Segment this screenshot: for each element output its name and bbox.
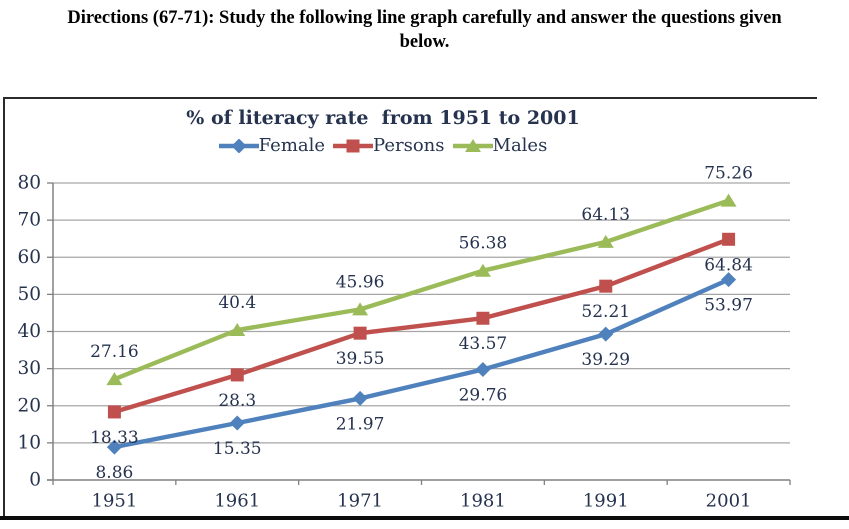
gridlines [53, 182, 790, 444]
y-tick-label: 50 [17, 284, 41, 305]
series-line [113, 237, 730, 415]
legend-label-persons: Persons [373, 135, 445, 156]
data-label: 21.97 [336, 414, 385, 434]
series-line [113, 277, 730, 450]
square-marker-icon [722, 232, 736, 246]
y-tick-label: 70 [17, 210, 41, 231]
y-axis-labels: 0 10 20 30 40 50 60 70 80 [17, 173, 41, 491]
y-tick-label: 20 [17, 395, 41, 416]
line-chart: % of literacy rate from 1951 to 2001 Fem… [3, 97, 817, 516]
square-marker-icon [230, 368, 244, 382]
data-label: 29.76 [459, 386, 508, 406]
y-tick-label: 80 [17, 173, 41, 194]
persons-line-marker-icon [333, 139, 374, 152]
males-line-marker-icon [452, 138, 493, 152]
axes [47, 182, 791, 485]
directions-heading: Directions (67-71): Study the following … [0, 6, 849, 54]
x-tick-label: 1971 [337, 491, 383, 512]
triangle-marker-icon [229, 323, 246, 337]
data-label: 28.3 [218, 391, 256, 411]
data-label: 45.96 [336, 272, 385, 292]
legend-item-female: Female [218, 135, 326, 156]
series-female: 8.86 15.35 21.97 29.76 39.29 53.97 [95, 272, 753, 483]
series-line [113, 198, 730, 382]
x-tick-label: 1951 [92, 491, 138, 512]
diamond-marker-icon [229, 415, 245, 431]
data-label: 64.13 [581, 205, 630, 225]
y-tick-label: 0 [29, 470, 41, 491]
legend-item-males: Males [452, 135, 548, 156]
triangle-marker-icon [352, 302, 369, 316]
data-label: 15.35 [213, 439, 262, 459]
data-label: 39.55 [336, 349, 385, 369]
data-label: 40.4 [218, 293, 256, 313]
legend-label-males: Males [492, 135, 548, 156]
square-marker-icon [107, 405, 121, 419]
square-marker-icon [599, 279, 613, 293]
diamond-marker-icon [598, 326, 614, 342]
x-tick-label: 1961 [214, 491, 260, 512]
data-label: 43.57 [459, 334, 508, 354]
directions-heading-line1: Directions (67-71): Study the following … [67, 8, 782, 28]
bottom-divider [0, 516, 849, 520]
legend-label-female: Female [258, 135, 326, 156]
diamond-marker-icon [106, 439, 122, 455]
y-tick-label: 10 [17, 432, 41, 453]
x-tick-label: 1991 [583, 491, 629, 512]
series-persons: 18.33 28.3 39.55 43.57 52.21 64.84 [90, 232, 753, 448]
data-label: 53.97 [704, 296, 753, 316]
diamond-marker-icon [352, 390, 368, 406]
x-axis-labels: 1951 1961 1971 1981 1991 2001 [92, 491, 752, 512]
female-line-marker-icon [218, 138, 259, 153]
triangle-marker-icon [106, 372, 123, 386]
diamond-marker-icon [231, 138, 247, 153]
diamond-marker-icon [475, 362, 491, 378]
data-label: 64.84 [704, 255, 753, 275]
triangle-marker-icon [464, 138, 481, 152]
square-marker-icon [346, 139, 360, 152]
data-label: 27.16 [90, 342, 139, 362]
y-tick-label: 40 [17, 321, 41, 342]
square-marker-icon [353, 326, 367, 340]
data-label: 56.38 [459, 234, 508, 254]
y-tick-label: 30 [17, 358, 41, 379]
data-label: 39.29 [581, 350, 630, 370]
data-label: 75.26 [704, 164, 753, 184]
data-label: 18.33 [90, 428, 139, 448]
y-tick-label: 60 [17, 247, 41, 268]
x-tick-label: 2001 [706, 491, 752, 512]
data-label: 52.21 [581, 302, 630, 322]
square-marker-icon [476, 311, 490, 325]
data-label: 8.86 [95, 463, 133, 483]
legend-item-persons: Persons [333, 135, 445, 156]
directions-heading-line2: below. [399, 32, 450, 52]
diamond-marker-icon [721, 272, 737, 288]
triangle-marker-icon [474, 263, 491, 277]
plot-canvas: 0 10 20 30 40 50 60 70 80 1951 1961 1971 1981 1991 200… [17, 164, 791, 512]
chart-title: % of literacy rate from 1951 to 2001 [186, 107, 580, 129]
chart-legend: Female Persons Males [5, 135, 761, 156]
triangle-marker-icon [597, 234, 614, 248]
triangle-marker-icon [720, 193, 737, 207]
x-tick-label: 1981 [460, 491, 506, 512]
series-males: 27.16 40.4 45.96 56.38 64.13 75.26 [90, 164, 753, 386]
